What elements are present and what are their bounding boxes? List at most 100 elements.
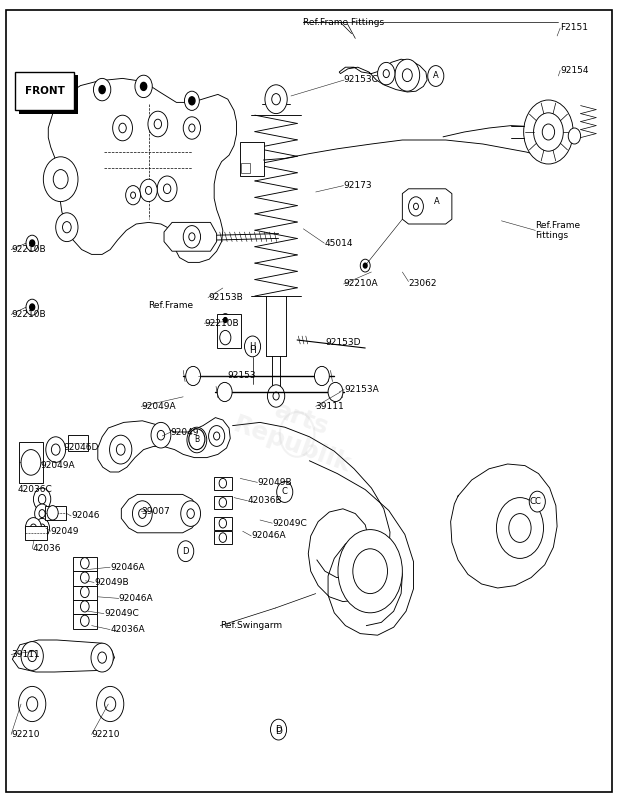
Circle shape (56, 213, 78, 242)
Circle shape (217, 382, 232, 402)
Circle shape (93, 78, 111, 101)
Polygon shape (121, 494, 199, 533)
Text: 92153D: 92153D (325, 338, 360, 347)
Text: 92049B: 92049B (94, 578, 129, 587)
Text: D: D (275, 725, 282, 734)
Text: Ref.Swingarm: Ref.Swingarm (220, 621, 282, 630)
Circle shape (267, 385, 285, 407)
Text: H: H (249, 346, 256, 355)
Circle shape (219, 478, 227, 488)
Circle shape (187, 509, 194, 518)
Circle shape (181, 501, 201, 526)
Polygon shape (98, 418, 230, 472)
Text: 92049A: 92049A (141, 402, 176, 411)
Circle shape (35, 518, 50, 538)
Text: C: C (529, 497, 535, 506)
Circle shape (363, 263, 367, 268)
Circle shape (189, 429, 205, 450)
Bar (241, 163, 250, 173)
Text: 92153A: 92153A (344, 385, 379, 394)
Circle shape (46, 437, 66, 462)
Circle shape (220, 330, 231, 345)
Text: 92154: 92154 (560, 66, 589, 75)
Text: 92153B: 92153B (208, 293, 243, 302)
Circle shape (409, 197, 423, 216)
Circle shape (183, 226, 201, 248)
Text: C: C (534, 497, 540, 506)
Text: 92046A: 92046A (110, 562, 145, 572)
Circle shape (189, 233, 195, 241)
Text: 42036A: 42036A (110, 625, 145, 634)
Circle shape (26, 235, 38, 251)
Text: 23062: 23062 (409, 279, 437, 289)
Circle shape (27, 697, 38, 711)
Circle shape (220, 314, 230, 326)
FancyBboxPatch shape (15, 72, 74, 110)
Circle shape (35, 504, 50, 523)
Circle shape (38, 494, 46, 504)
Polygon shape (48, 78, 236, 262)
Text: 39111: 39111 (316, 402, 344, 411)
Text: 92153: 92153 (228, 371, 256, 381)
Circle shape (529, 491, 545, 512)
Bar (73, 614, 97, 629)
Circle shape (395, 59, 420, 91)
Circle shape (265, 85, 287, 114)
Circle shape (496, 498, 543, 558)
Text: 42036: 42036 (32, 544, 61, 554)
Circle shape (430, 192, 444, 211)
Text: F2151: F2151 (560, 23, 588, 33)
Circle shape (145, 186, 152, 194)
Circle shape (413, 203, 418, 210)
Circle shape (157, 176, 177, 202)
Circle shape (338, 530, 402, 613)
Circle shape (383, 70, 389, 78)
Bar (45, 506, 66, 520)
Circle shape (178, 541, 194, 562)
Circle shape (148, 111, 168, 137)
Circle shape (184, 91, 199, 110)
Circle shape (26, 299, 38, 315)
Circle shape (110, 435, 132, 464)
Circle shape (19, 686, 46, 722)
FancyBboxPatch shape (19, 75, 78, 114)
Circle shape (113, 115, 132, 141)
Text: 92049: 92049 (51, 526, 79, 536)
Text: B: B (194, 434, 199, 444)
Circle shape (39, 510, 45, 518)
Text: 92049C: 92049C (104, 609, 139, 618)
Text: 42036C: 42036C (17, 485, 52, 494)
Circle shape (151, 422, 171, 448)
Circle shape (80, 558, 89, 569)
Bar (73, 557, 97, 571)
Circle shape (131, 192, 136, 198)
Circle shape (43, 157, 78, 202)
Circle shape (157, 430, 165, 440)
Circle shape (80, 586, 89, 598)
Bar (214, 496, 232, 509)
Circle shape (99, 86, 105, 94)
Text: 42036B: 42036B (248, 496, 282, 506)
Bar (214, 531, 232, 544)
Text: 92173: 92173 (344, 181, 372, 190)
Circle shape (30, 240, 35, 246)
Bar (214, 517, 232, 530)
Text: 92210B: 92210B (11, 310, 46, 319)
Text: 39111: 39111 (11, 650, 40, 659)
Circle shape (509, 514, 531, 542)
Circle shape (245, 336, 261, 357)
Polygon shape (402, 189, 452, 224)
Bar (217, 314, 241, 348)
Circle shape (21, 450, 41, 475)
Bar (73, 600, 97, 614)
Circle shape (154, 119, 162, 129)
Text: A: A (434, 197, 440, 206)
Circle shape (63, 222, 71, 233)
Bar (214, 477, 232, 490)
Circle shape (219, 533, 227, 542)
Circle shape (568, 128, 581, 144)
Circle shape (402, 69, 412, 82)
Circle shape (534, 113, 563, 151)
Text: H: H (249, 342, 256, 351)
Circle shape (378, 62, 395, 85)
